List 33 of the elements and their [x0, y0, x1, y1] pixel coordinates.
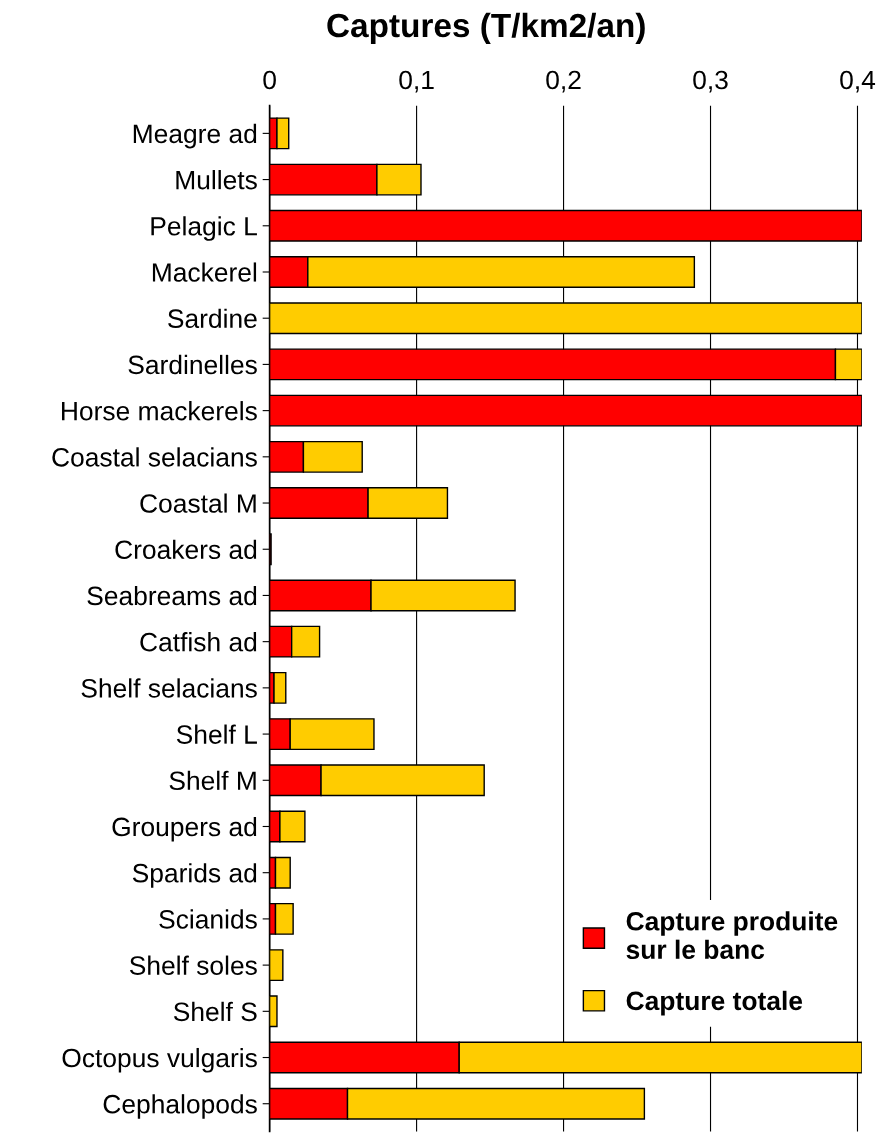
y-tick-label: Cephalopods [103, 1094, 257, 1119]
y-tick-label: Scianids [159, 909, 257, 929]
y-tick-label: Mackerel [152, 262, 257, 282]
y-tick-label: Pelagic L [151, 216, 257, 241]
y-tick-label: Shelf S [173, 1001, 257, 1022]
x-tick-label: 0,3 [693, 70, 728, 93]
bar [274, 902, 294, 935]
y-tick-label: Mullets [176, 170, 257, 190]
y-tick-label: Horse mackerels [62, 401, 257, 421]
y-tick-label: Shelf M [169, 770, 256, 791]
y-tick-label: Meagre ad [133, 123, 257, 149]
y-tick-label: Catfish ad [140, 632, 257, 652]
x-tick-label: 0,4 [840, 70, 876, 93]
bar [274, 856, 291, 889]
y-tick-label: Sparids ad [132, 863, 257, 888]
chart-title: Captures (T/km2/an) [327, 12, 645, 44]
y-tick-label: Sardine [168, 308, 257, 329]
y-tick-label: Shelf L [176, 724, 257, 744]
x-tick-label: 0,2 [546, 70, 581, 93]
y-tick-label: Coastal selacians [52, 447, 257, 467]
bar [273, 671, 287, 704]
y-tick-label: Octopus vulgaris [62, 1047, 257, 1073]
y-tick-label: Sardinelles [128, 354, 257, 375]
y-tick-label: Shelf selacians [81, 678, 257, 698]
legend-label: Capture totale [626, 990, 803, 1016]
x-tick-label: 0 [263, 70, 276, 90]
y-tick-label: Shelf soles [129, 955, 257, 975]
legend-label: Capture produite sur le banc [626, 911, 838, 960]
x-tick-label: 0,1 [399, 70, 434, 93]
y-tick-label: Groupers ad [112, 816, 257, 842]
y-tick-label: Coastal M [140, 493, 256, 513]
y-tick-label: Croakers ad [115, 539, 257, 560]
y-tick-label: Seabreams ad [87, 585, 257, 606]
